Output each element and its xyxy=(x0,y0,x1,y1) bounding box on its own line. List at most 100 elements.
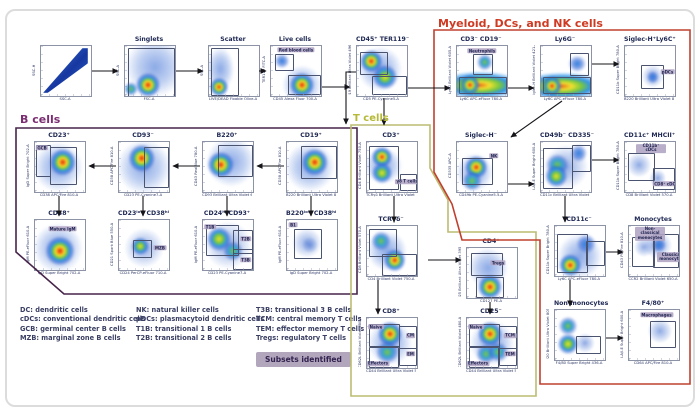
plot-title: TCRγδ⁻ xyxy=(378,216,404,223)
plot-b-cd38: CD38⁺ IgM PE-eFluor 610-A Mature IgM IgD Su… xyxy=(22,210,94,278)
plot-frame: CD11b⁺ cDCs CD8⁺ cDCs xyxy=(624,141,676,193)
gate-label: Non-classical monocytes xyxy=(635,226,665,241)
plot-body: SSC-A xyxy=(196,45,268,97)
gate-label: CM xyxy=(405,332,416,339)
plot-body: CD335 APC-A NK xyxy=(444,141,516,193)
plot-frame: GCB xyxy=(34,141,86,193)
plot-m-sigh: Siglec-H⁻ CD335 APC-A NK CD49b PE-Cyanine5.… xyxy=(444,132,516,200)
gate-outline xyxy=(572,145,591,172)
plot-title: CD11c⁺ MHCII⁺ xyxy=(624,132,676,139)
gate-label: TCM xyxy=(503,332,517,339)
plot-t-cd4: CD4⁺ CD25 Brilliant Ultra Violet 395-A Tre… xyxy=(454,238,526,306)
plot-frame xyxy=(202,141,254,193)
plot-body: Ly6G Brilliant Violet 605-A Neutrophils xyxy=(444,45,516,97)
x-axis-label: CD4 Brilliant Violet 750-A xyxy=(367,277,415,281)
gate-outline xyxy=(133,240,152,258)
plot-frame xyxy=(554,309,606,361)
gate-label: EM xyxy=(405,350,416,357)
plot-frame xyxy=(208,45,260,97)
density-blob xyxy=(372,64,397,90)
plot-body: CD11b Super Bright 780-A CD11b⁺ cDCs CD8⁺ … xyxy=(612,141,684,193)
density-blob xyxy=(135,72,160,96)
gate-outline xyxy=(382,254,417,276)
plot-body: I-A/I-E Super Bright 600-A xyxy=(528,141,600,193)
plot-frame xyxy=(540,45,592,97)
plot-title: CD49b⁻ CD335⁻ xyxy=(540,132,594,139)
plot-body: CD43 RealBlue 780-A xyxy=(190,141,262,193)
plot-title: Scatter xyxy=(220,36,246,43)
y-axis-label: CD11b Super Bright 780-A xyxy=(546,225,550,275)
gate-outline xyxy=(372,76,407,95)
y-axis-label: CD38 APC/Fire 810-A xyxy=(278,146,282,186)
y-axis-label: Ly6G Brilliant Violet 605-A xyxy=(448,45,452,95)
plot-frame: MZB xyxy=(118,219,170,271)
y-axis-label: CD38 APC/Fire 810-A xyxy=(110,146,114,186)
y-axis-label: CD62L Brilliant Violet 480-A xyxy=(458,317,462,367)
plot-title: CD4⁺ xyxy=(482,238,500,245)
x-axis-label: CD44 Brilliant Ultra Violet 563-A xyxy=(366,369,416,373)
y-axis-label: CD43 RealBlue 780-A xyxy=(194,146,198,186)
x-axis-label: Ly6C APC-eFluor 780-A xyxy=(557,277,601,281)
plot-t-cd3: CD3⁺ CD4 Brilliant Violet 750-A γδ T cells… xyxy=(354,132,426,200)
plot-m-ly6g: Ly6G⁻ Siglec-H Brilliant Violet 421-A Ly6C… xyxy=(528,36,600,104)
y-axis-label: IgD Super Bright 702-A xyxy=(26,144,30,188)
plot-title: CD8⁺ xyxy=(382,308,400,315)
plot-body: I-A/I-E Super Bright 600-A Macrophages xyxy=(616,309,688,361)
gate-outline xyxy=(369,146,399,190)
gate-outline xyxy=(576,336,601,354)
plot-b-cd23: CD23⁺ IgD Super Bright 702-A GCB CD38 APC/F… xyxy=(22,132,94,200)
plot-m-nonmono: Non-monocytes B220 Brilliant Ultra Violet… xyxy=(542,300,614,368)
plot-title: Non-monocytes xyxy=(554,300,609,307)
plot-title: B220⁺ xyxy=(216,132,238,139)
x-axis-label: CCR2 Brilliant Violet 650-A xyxy=(628,277,678,281)
plot-m-mono: Monocytes CD43 PE/Fire 810-A Non-classical… xyxy=(616,216,688,284)
x-axis-label: CD64 APC/Fire 810-A xyxy=(633,361,673,365)
gate-label: T2B xyxy=(239,235,252,242)
x-axis-label: CD93 Brilliant Ultra Violet 661-A xyxy=(202,193,252,197)
plot-frame: NK xyxy=(456,141,508,193)
gate-outline xyxy=(476,277,504,298)
x-axis-label: CD44 Brilliant Ultra Violet 563-A xyxy=(466,369,516,373)
plot-frame: T1B T2B T3B xyxy=(202,219,254,271)
plot-title: Siglec-H⁺Ly6C⁺ xyxy=(624,36,676,43)
x-axis-label: CD5 PE-Cyanine5-A xyxy=(363,97,399,101)
plot-frame xyxy=(540,141,592,193)
gate-outline xyxy=(653,168,675,190)
plot-title: CD25⁻ xyxy=(480,308,502,315)
plot-pre1: SSC-H SSC-A xyxy=(28,36,100,104)
plot-title: CD11c⁻ xyxy=(566,216,592,223)
plot-frame: Tregs xyxy=(466,247,518,299)
gate-outline xyxy=(127,48,175,96)
gate-label: NK xyxy=(489,152,499,159)
x-axis-label: LIVE/DEAD Fixable Olive-A xyxy=(208,97,258,101)
gate-outline xyxy=(458,77,507,94)
plot-body: CD4 Brilliant Violet 750-A γδ T cells xyxy=(354,141,426,193)
plot-body: CD11b Super Bright 780-A xyxy=(542,225,614,277)
legend-entry: T3B: transitional 3 B cells xyxy=(256,306,352,314)
gate-label: Red blood cells xyxy=(277,46,315,53)
gate-label: MZB xyxy=(153,244,167,251)
legend-entry: pDCs: plasmacytoid dendritic cells xyxy=(136,315,265,324)
plot-title: CD3⁺ xyxy=(382,132,400,139)
y-axis-label: CD11b Super Bright 780-A xyxy=(616,45,620,95)
gate-outline xyxy=(50,147,77,185)
y-axis-label: SSC-A xyxy=(200,64,204,76)
y-axis-label: CD43 PE/Fire 810-A xyxy=(620,232,624,268)
plot-t-cd8: CD8⁺ CD62L Brilliant Violet 480-A Naive CM E… xyxy=(354,308,426,376)
x-axis-label: B220 Brilliant Ultra Violet 805-A xyxy=(286,193,336,197)
gate-outline xyxy=(543,148,573,189)
gate-label: Naive xyxy=(368,323,384,330)
plot-body: IgM PE-eFluor 610-A Mature IgM xyxy=(22,219,94,271)
y-axis-label: I-A/I-E Super Bright 600-A xyxy=(532,142,536,190)
plot-live: Live cells TER119 FITC-A Red blood cells CD… xyxy=(258,36,330,104)
plot-t-cd25: CD25⁻ CD62L Brilliant Violet 480-A Naive TC… xyxy=(454,308,526,376)
plot-frame: Non-classical monocytes Classical monocyt… xyxy=(628,225,680,277)
figure-card-border xyxy=(5,9,695,407)
plot-title: CD23⁺ xyxy=(48,132,70,139)
gate-outline xyxy=(650,321,676,348)
x-axis-label: FSC-A xyxy=(143,97,155,101)
gate-outline xyxy=(144,147,169,188)
gate-label: CD11b⁺ cDCs xyxy=(636,143,666,154)
gate-label: T1B xyxy=(204,223,216,230)
legend-entry: cDCs: conventional dendritic cells xyxy=(20,315,146,324)
